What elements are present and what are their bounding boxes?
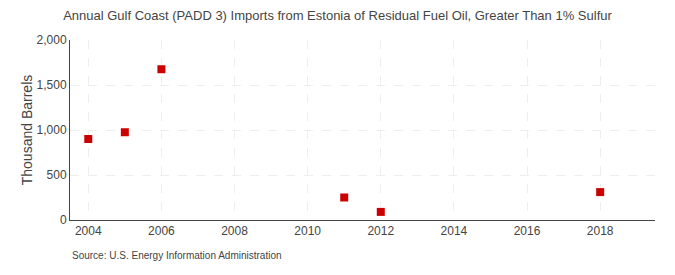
svg-text:2010: 2010 xyxy=(294,224,321,238)
svg-text:500: 500 xyxy=(47,168,67,182)
svg-text:1,500: 1,500 xyxy=(37,78,67,92)
svg-text:Annual Gulf Coast (PADD 3) Imp: Annual Gulf Coast (PADD 3) Imports from … xyxy=(63,8,612,23)
svg-text:Source: U.S. Energy Informatio: Source: U.S. Energy Information Administ… xyxy=(72,250,282,261)
svg-text:2012: 2012 xyxy=(367,224,394,238)
svg-text:2016: 2016 xyxy=(514,224,541,238)
svg-text:2018: 2018 xyxy=(587,224,614,238)
svg-text:Thousand Barrels: Thousand Barrels xyxy=(19,75,35,186)
svg-text:0: 0 xyxy=(60,213,67,227)
svg-text:2014: 2014 xyxy=(441,224,468,238)
svg-text:1,000: 1,000 xyxy=(37,123,67,137)
svg-text:2008: 2008 xyxy=(221,224,248,238)
svg-text:2,000: 2,000 xyxy=(37,33,67,47)
svg-text:2004: 2004 xyxy=(75,224,102,238)
svg-text:2006: 2006 xyxy=(148,224,175,238)
